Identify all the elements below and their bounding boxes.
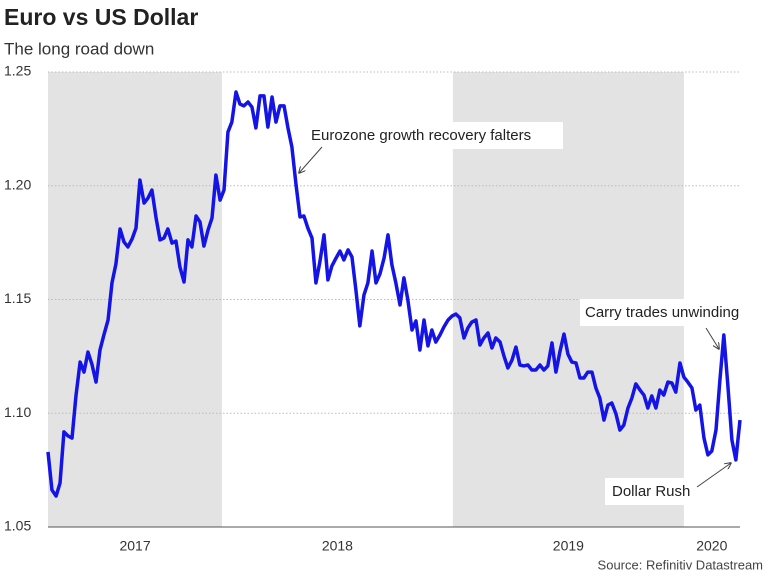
source-note: Source: Refinitiv Datastream (598, 557, 763, 572)
x-tick-label: 2017 (119, 538, 150, 554)
x-tick-label: 2020 (696, 538, 727, 554)
x-tick-label: 2018 (322, 538, 353, 554)
y-tick-label: 1.20 (4, 176, 31, 192)
line-layer (46, 90, 742, 498)
annotation-arrow (705, 327, 719, 349)
data-line (46, 90, 742, 498)
y-tick-label: 1.15 (4, 290, 31, 306)
y-tick-label: 1.05 (4, 518, 31, 534)
annotation-text: Carry trades unwinding (585, 304, 739, 321)
grid-layer (48, 71, 740, 528)
annotation-text: Eurozone growth recovery falters (311, 127, 531, 144)
label-layer: 1.05 1.10 1.15 1.20 1.25 2017 2018 2019 2020 Euro… (4, 63, 760, 554)
y-tick-label: 1.25 (4, 63, 31, 79)
annotation-box (580, 299, 760, 326)
annotation-box (605, 478, 697, 505)
annotation-arrow (299, 146, 323, 173)
chart-subtitle: The long road down (4, 39, 154, 58)
y-tick-label: 1.10 (4, 404, 31, 420)
x-tick-label: 2019 (553, 538, 584, 554)
annotation-arrow (696, 463, 731, 488)
chart-title: Euro vs US Dollar (4, 4, 198, 30)
annotation-text: Dollar Rush (612, 483, 690, 500)
annotation-box (305, 122, 563, 149)
